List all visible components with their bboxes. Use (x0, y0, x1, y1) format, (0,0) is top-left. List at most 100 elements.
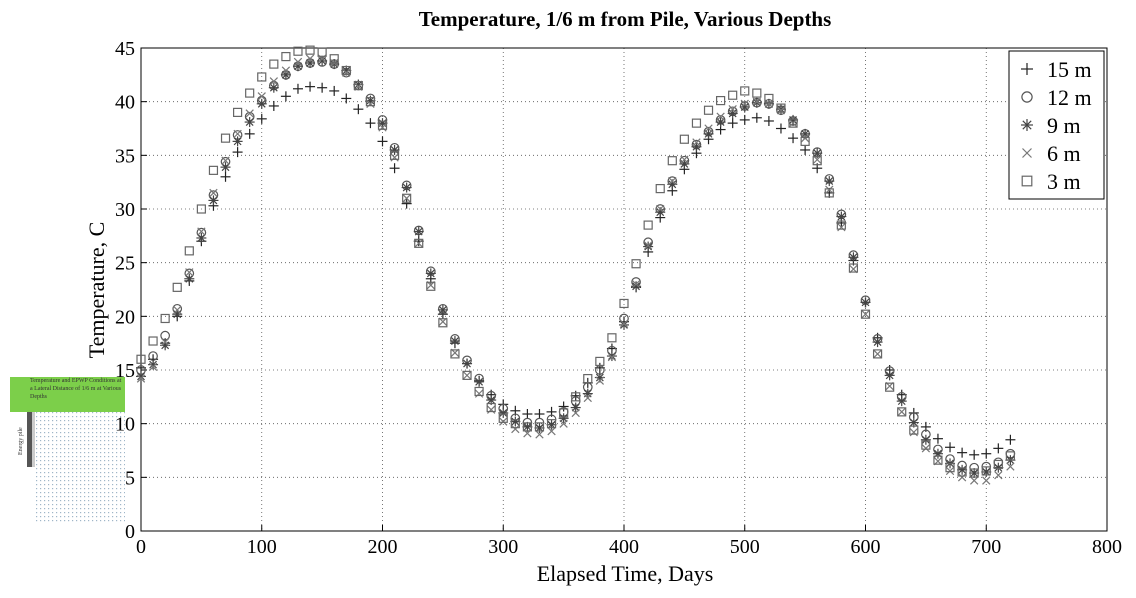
marker-stroke (438, 305, 447, 314)
marker (848, 252, 859, 263)
marker-shape (1021, 175, 1033, 187)
marker-stroke (390, 146, 399, 154)
marker (595, 356, 605, 367)
marker (897, 407, 907, 417)
marker (209, 188, 218, 198)
x-tick-label: 0 (136, 536, 146, 558)
marker (341, 93, 352, 104)
marker (704, 124, 713, 133)
marker (547, 427, 556, 436)
marker (196, 204, 206, 214)
marker-stroke (366, 99, 375, 108)
marker (703, 105, 714, 115)
legend-label: 3 m (1047, 169, 1081, 194)
marker (414, 239, 423, 248)
marker (764, 93, 774, 104)
marker (631, 279, 641, 289)
y-tick-label: 25 (115, 253, 135, 275)
marker (619, 298, 629, 309)
marker-shape (824, 188, 834, 198)
marker-shape (341, 65, 351, 76)
marker (474, 389, 484, 398)
marker (1005, 451, 1016, 461)
marker (1021, 175, 1033, 187)
marker-shape (800, 136, 810, 146)
marker (378, 123, 387, 132)
marker (1021, 119, 1033, 131)
marker (788, 118, 798, 128)
marker-stroke (921, 444, 931, 453)
marker-shape (957, 467, 967, 477)
marker (739, 114, 750, 125)
marker (293, 57, 303, 67)
marker (268, 100, 279, 111)
marker-shape (667, 156, 677, 166)
marker-shape (740, 86, 750, 96)
marker (982, 476, 991, 485)
marker-stroke (921, 435, 930, 444)
marker-shape (522, 422, 533, 432)
marker (583, 373, 593, 384)
marker (945, 463, 955, 473)
marker-stroke (451, 337, 459, 345)
marker-stroke (982, 476, 991, 485)
marker (836, 211, 847, 222)
marker (342, 68, 351, 77)
marker (160, 337, 170, 347)
marker-shape (474, 386, 484, 397)
marker (245, 88, 255, 98)
marker-stroke (305, 54, 315, 63)
marker (487, 405, 496, 414)
marker-shape (389, 150, 400, 160)
marker-stroke (402, 183, 411, 192)
marker (232, 136, 243, 147)
marker-stroke (185, 268, 194, 277)
marker (981, 466, 991, 476)
marker-shape (208, 165, 219, 175)
marker-shape (426, 281, 436, 291)
marker-shape (933, 455, 943, 465)
marker-stroke (825, 185, 834, 194)
marker (932, 433, 943, 444)
marker-stroke (535, 430, 544, 439)
x-axis-label: Elapsed Time, Days (537, 561, 714, 586)
marker-stroke (414, 239, 423, 248)
marker (945, 442, 956, 453)
marker (872, 349, 883, 359)
marker (740, 99, 749, 108)
y-axis-label: Temperature, C (84, 222, 109, 359)
marker (498, 413, 508, 423)
marker-stroke (378, 123, 387, 132)
marker-shape (450, 349, 460, 359)
marker (812, 156, 822, 166)
marker-stroke (330, 60, 339, 69)
marker-stroke (837, 212, 846, 221)
marker (136, 371, 146, 382)
marker (873, 349, 882, 359)
marker (389, 163, 400, 174)
marker-shape (233, 107, 243, 118)
marker-shape (607, 333, 617, 343)
marker (353, 104, 364, 115)
marker-stroke (185, 274, 194, 283)
marker (558, 401, 569, 412)
marker (245, 109, 254, 118)
marker (462, 370, 472, 380)
marker-shape (353, 80, 363, 91)
marker-stroke (994, 463, 1003, 472)
marker (220, 171, 231, 182)
x-tick-label: 700 (971, 536, 1001, 558)
marker-stroke (825, 177, 834, 186)
marker (474, 376, 485, 387)
marker-shape (848, 263, 859, 273)
marker-stroke (173, 305, 182, 315)
marker (606, 351, 617, 362)
marker (679, 134, 689, 144)
marker (402, 193, 412, 203)
marker-stroke (788, 118, 798, 128)
marker (365, 97, 376, 107)
inset-caption-box: Temperature and EPWP Conditions at a Lat… (30, 378, 121, 400)
marker-stroke (716, 112, 725, 121)
marker (401, 182, 412, 193)
